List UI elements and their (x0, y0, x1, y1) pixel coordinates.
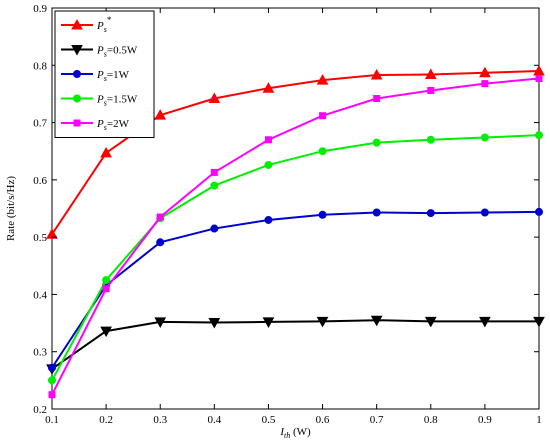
data-point (156, 238, 165, 247)
x-axis-title-main: I (279, 426, 285, 438)
y-axis-title: Rate (bit/s/Hz) (5, 176, 17, 241)
data-point (535, 74, 543, 82)
x-axis-title-rest: (W) (290, 426, 311, 438)
data-point (210, 224, 219, 233)
data-point (424, 68, 437, 79)
legend-marker (73, 119, 81, 127)
axis-layer: 0.1 0.2 0.3 0.4 0.5 0.6 0.7 0.8 0.9 10.20.30.40.5… (33, 3, 542, 426)
data-point (533, 316, 545, 328)
legend-item: Ps=2W (61, 118, 130, 132)
x-tick-label: 0.9 (478, 414, 492, 426)
series-1 (46, 315, 545, 375)
data-point (102, 276, 111, 285)
data-point (48, 363, 56, 372)
data-point (208, 317, 221, 329)
y-tick-label: 0.9 (33, 3, 47, 15)
series-line (51, 319, 539, 370)
data-point (208, 92, 221, 104)
data-point (426, 209, 435, 218)
data-point (100, 146, 112, 158)
x-axis-title-sub: th (284, 431, 290, 440)
data-point (264, 136, 272, 144)
x-tick-label: 0.8 (424, 414, 438, 426)
data-point (210, 168, 218, 176)
legend-label: Ps=1.5W (96, 94, 138, 108)
data-point (210, 181, 219, 190)
data-point (372, 138, 381, 147)
series-line (51, 77, 540, 396)
data-point (480, 133, 489, 142)
data-point (479, 316, 491, 328)
x-tick-label: 1 (536, 414, 542, 426)
data-point (427, 86, 435, 94)
y-tick-label: 0.3 (33, 347, 47, 359)
legend-label: Ps=2W (96, 118, 130, 132)
legend-marker (73, 94, 81, 103)
data-point (481, 80, 489, 88)
data-point (262, 82, 275, 93)
legend-item: Ps=0.5W (61, 45, 138, 59)
series-3 (48, 131, 543, 385)
data-point (46, 228, 58, 239)
series-line (51, 134, 540, 381)
legend-label: Ps* (96, 15, 112, 34)
x-tick-label: 0.3 (153, 414, 167, 426)
y-tick-label: 0.5 (33, 232, 47, 244)
data-point (373, 95, 381, 103)
x-tick-label: 0.2 (99, 414, 113, 426)
legend-label: Ps=1W (96, 69, 130, 83)
data-point (319, 112, 327, 120)
data-point (48, 391, 56, 399)
y-tick-label: 0.2 (33, 404, 47, 416)
data-point (316, 74, 329, 85)
data-point (535, 131, 543, 140)
data-point (479, 66, 491, 78)
data-point (264, 160, 273, 169)
data-point (264, 215, 273, 224)
series-4 (48, 74, 543, 399)
legend-item: Ps=1.5W (61, 94, 138, 108)
x-tick-label: 0.1 (45, 414, 59, 426)
data-point (262, 317, 275, 328)
data-point (535, 207, 543, 216)
data-point (370, 68, 383, 80)
legend-marker (71, 18, 83, 30)
series-line (51, 210, 540, 369)
data-point (370, 315, 383, 327)
data-point (372, 208, 381, 217)
legend-label: Ps=0.5W (96, 45, 138, 59)
data-point (316, 316, 329, 328)
legend-marker (73, 70, 81, 78)
data-point (318, 210, 327, 219)
data-point (48, 376, 56, 385)
x-tick-label: 0.4 (207, 414, 221, 426)
y-tick-label: 0.8 (33, 60, 47, 72)
data-point (480, 208, 489, 217)
y-tick-label: 0.6 (33, 175, 47, 187)
data-point (154, 317, 167, 328)
y-tick-label: 0.4 (33, 289, 47, 301)
legend-item: Ps* (61, 15, 112, 34)
x-axis-title: Ith (W) (279, 426, 311, 440)
data-point (424, 316, 437, 328)
data-point (156, 213, 164, 221)
x-tick-label: 0.5 (262, 414, 276, 426)
x-tick-label: 0.7 (370, 414, 384, 426)
data-point (102, 285, 110, 293)
data-point (426, 135, 435, 144)
data-point (154, 109, 167, 120)
legend-item: Ps=1W (61, 69, 130, 83)
legend: Ps* Ps=0.5W Ps=1W Ps=1.5W Ps=2W (54, 10, 155, 138)
legend-marker (71, 45, 83, 56)
x-tick-label: 0.6 (316, 414, 330, 426)
y-tick-label: 0.7 (33, 118, 47, 130)
data-point (318, 147, 327, 156)
data-point (100, 326, 112, 338)
